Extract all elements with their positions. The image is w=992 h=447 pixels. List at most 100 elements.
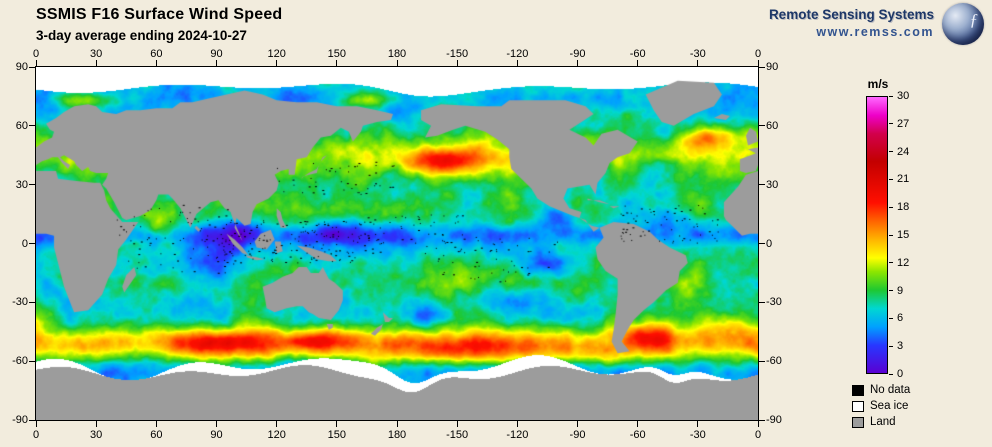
lon-tick-label-bottom: 30 [90,429,103,441]
lon-tick-mark-top [216,60,217,66]
lat-tick-mark-left [29,184,35,186]
globe-f-glyph: ƒ [969,10,979,29]
lat-tick-label-left: 0 [21,237,28,250]
lon-tick-mark-bottom [336,421,338,427]
legend: No data Sea ice Land [852,382,910,430]
colorbar-tick-label: 24 [897,145,910,158]
lat-tick-mark-left [29,419,35,421]
colorbar-tick-label: 21 [897,173,910,186]
lat-tick-mark-right [759,184,765,186]
lon-tick-mark-bottom [577,421,578,427]
lon-tick-mark-top [637,60,639,66]
lat-tick-label-left: 60 [15,119,28,132]
colorbar-tick-mark [889,206,893,208]
lat-tick-label-left: 90 [15,61,28,73]
lon-tick-mark-bottom [396,421,398,427]
colorbar-gradient [866,96,888,374]
lon-tick-label-bottom: 150 [327,429,347,441]
lat-tick-mark-right [759,301,765,303]
lat-tick-mark-left [29,125,35,127]
legend-item-land: Land [852,414,910,430]
lon-tick-mark-top [577,60,578,66]
lon-tick-mark-top [757,60,759,66]
lon-tick-label-top: 150 [327,48,347,60]
lon-tick-label-top: 0 [32,48,40,60]
lon-tick-mark-top [276,60,278,66]
colorbar-tick-mark [889,290,893,292]
lat-tick-label-left: 30 [15,178,28,191]
map-frame [35,66,759,421]
lon-tick-label-bottom: -150 [446,429,469,441]
colorbar-tick-mark [889,123,893,125]
colorbar-tick-mark [889,345,893,347]
colorbar-tick-label: 12 [897,256,910,269]
lat-tick-label-left: -30 [12,296,28,309]
lon-tick-mark-top [697,60,699,66]
lon-tick-mark-bottom [35,421,37,427]
lon-tick-mark-bottom [637,421,639,427]
lat-tick-mark-left [29,243,35,244]
colorbar-tick-mark [889,151,893,153]
lon-tick-mark-top [95,60,97,66]
colorbar-tick-label: 6 [897,312,904,325]
lon-tick-label-top: 0 [754,48,762,60]
lon-tick-mark-top [336,60,338,66]
lat-tick-label-right: 60 [766,119,779,132]
lat-tick-mark-right [759,360,765,362]
lon-tick-mark-bottom [516,421,518,427]
sea-ice-swatch [852,400,864,412]
lon-tick-label-bottom: 0 [32,429,40,441]
lon-tick-label-top: -150 [446,48,469,60]
lon-tick-mark-top [516,60,518,66]
legend-item-sea-ice: Sea ice [852,398,910,414]
lon-tick-mark-bottom [216,421,217,427]
lon-tick-label-top: 60 [150,48,163,60]
lon-tick-label-bottom: -60 [629,429,646,441]
colorbar-tick-label: 15 [897,229,910,241]
lon-tick-label-top: 30 [90,48,103,60]
colorbar-tick-label: 27 [897,117,910,130]
legend-label: Land [870,416,896,428]
colorbar-tick-mark [889,178,893,180]
lat-tick-label-right: -60 [766,355,782,368]
branding: Remote Sensing Systems www.remss.com [769,7,934,39]
colorbar-tick-label: 9 [897,284,904,297]
lon-tick-mark-top [35,60,37,66]
lon-tick-label-top: -30 [689,48,706,60]
lon-tick-mark-top [396,60,398,66]
colorbar-tick-mark [889,262,893,264]
lon-tick-mark-bottom [697,421,699,427]
lat-tick-mark-right [759,125,765,127]
lon-tick-label-top: -120 [506,48,529,60]
lon-tick-label-bottom: 0 [754,429,762,441]
lon-tick-mark-bottom [757,421,759,427]
lat-tick-label-right: 30 [766,178,779,191]
lon-tick-mark-bottom [456,421,458,427]
lat-tick-mark-right [759,419,765,421]
remss-url-link[interactable]: www.remss.com [816,25,934,39]
legend-label: Sea ice [870,400,909,412]
lon-tick-label-top: -60 [629,48,646,60]
page-subtitle: 3-day average ending 2024-10-27 [36,28,247,43]
lon-tick-mark-bottom [276,421,278,427]
lat-tick-mark-left [29,66,35,68]
lat-tick-mark-left [29,301,35,303]
colorbar-tick-mark [889,234,893,236]
lon-tick-label-bottom: 180 [387,429,407,441]
colorbar-tick-label: 30 [897,90,910,102]
lon-tick-label-top: 90 [210,48,223,60]
lon-tick-label-bottom: 120 [267,429,286,441]
legend-label: No data [870,384,911,396]
lat-tick-mark-right [759,243,765,244]
page-title: SSMIS F16 Surface Wind Speed [36,6,283,23]
lon-tick-label-bottom: -120 [506,429,529,441]
colorbar-tick-mark [889,317,893,319]
no-data-swatch [852,384,864,396]
lon-tick-label-top: 120 [267,48,286,60]
colorbar-tick-label: 3 [897,340,904,353]
lon-tick-label-bottom: -30 [689,429,706,441]
lon-tick-mark-bottom [95,421,97,427]
lon-tick-label-bottom: 60 [150,429,163,441]
lat-tick-label-right: -90 [766,414,782,426]
